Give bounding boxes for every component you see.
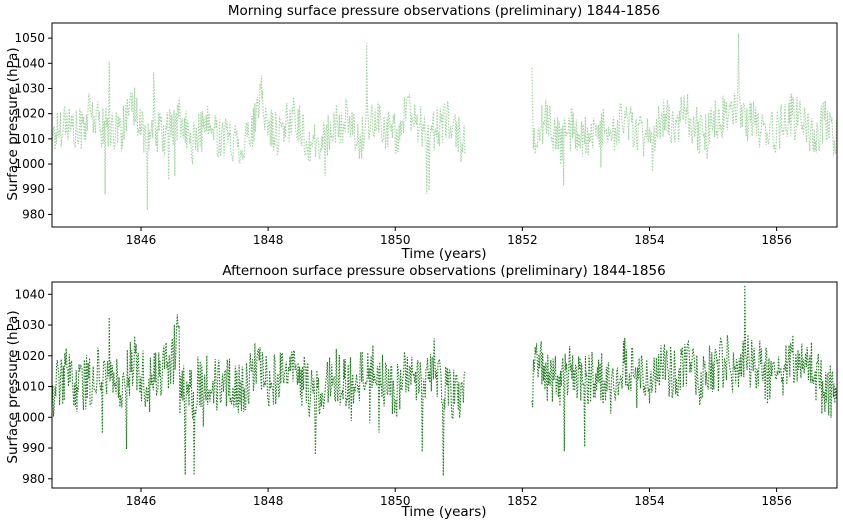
afternoon-x-tick-label: 1848 <box>253 494 284 508</box>
afternoon-chart-title: Afternoon surface pressure observations … <box>222 263 665 279</box>
morning-y-tick-label: 1050 <box>14 31 45 45</box>
afternoon-x-tick-label: 1856 <box>761 494 792 508</box>
afternoon-x-tick-label: 1852 <box>507 494 538 508</box>
morning-x-tick-label: 1846 <box>126 233 157 247</box>
morning-y-tick-label: 1000 <box>14 157 45 171</box>
morning-y-tick-label: 990 <box>22 182 45 196</box>
afternoon-series <box>51 285 837 476</box>
afternoon-x-tick-label: 1846 <box>126 494 157 508</box>
afternoon-ticks: 1846 1848 1850 1852 1854 1856 980 990 1000 1010 10… <box>14 287 791 508</box>
afternoon-series-line-1 <box>51 314 466 476</box>
morning-y-tick-label: 1020 <box>14 107 45 121</box>
morning-y-tick-label: 1040 <box>14 56 45 70</box>
morning-x-tick-label: 1848 <box>253 233 284 247</box>
afternoon-y-tick-label: 980 <box>22 472 45 486</box>
morning-y-axis-label: Surface pressure (hPa) <box>5 47 21 200</box>
afternoon-y-tick-label: 990 <box>22 441 45 455</box>
afternoon-y-axis-label: Surface pressure (hPa) <box>5 310 21 463</box>
morning-panel: Morning surface pressure observations (p… <box>5 3 838 262</box>
morning-x-tick-label: 1852 <box>507 233 538 247</box>
afternoon-panel: Afternoon surface pressure observations … <box>5 263 838 520</box>
afternoon-y-tick-label: 1040 <box>14 287 45 301</box>
morning-x-tick-label: 1850 <box>380 233 411 247</box>
afternoon-plot-frame <box>51 281 838 489</box>
morning-series-line-1 <box>51 43 466 211</box>
morning-x-axis-label: Time (years) <box>400 246 486 262</box>
morning-chart-title: Morning surface pressure observations (p… <box>228 3 660 19</box>
morning-y-tick-label: 1010 <box>14 132 45 146</box>
afternoon-y-tick-label: 1010 <box>14 380 45 394</box>
morning-y-tick-label: 980 <box>22 207 45 221</box>
afternoon-y-tick-label: 1020 <box>14 349 45 363</box>
morning-x-tick-label: 1854 <box>634 233 665 247</box>
afternoon-y-tick-label: 1030 <box>14 318 45 332</box>
afternoon-x-tick-label: 1850 <box>380 494 411 508</box>
morning-series <box>51 33 838 211</box>
morning-series-line-2 <box>531 33 838 186</box>
afternoon-x-tick-label: 1854 <box>634 494 665 508</box>
afternoon-series-line-2 <box>531 285 837 452</box>
morning-y-tick-label: 1030 <box>14 81 45 95</box>
morning-x-tick-label: 1856 <box>761 233 792 247</box>
afternoon-y-tick-label: 1000 <box>14 410 45 424</box>
morning-ticks: 1846 1848 1850 1852 1854 1856 980 990 1000 1010 10… <box>14 31 791 247</box>
morning-plot-frame <box>51 22 838 228</box>
afternoon-x-axis-label: Time (years) <box>400 504 486 520</box>
